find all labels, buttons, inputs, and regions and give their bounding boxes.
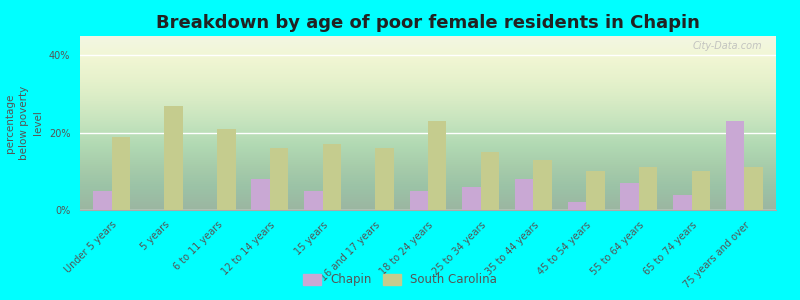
Title: Breakdown by age of poor female residents in Chapin: Breakdown by age of poor female resident… xyxy=(156,14,700,32)
Bar xyxy=(304,191,322,210)
Bar xyxy=(428,121,446,210)
Bar xyxy=(251,179,270,210)
Bar xyxy=(410,191,428,210)
Bar xyxy=(568,202,586,210)
Bar xyxy=(515,179,534,210)
Bar xyxy=(639,167,658,210)
Bar xyxy=(673,194,692,210)
Bar xyxy=(621,183,639,210)
Bar xyxy=(586,171,605,210)
Text: City-Data.com: City-Data.com xyxy=(693,41,762,51)
Bar xyxy=(744,167,763,210)
Legend: Chapin, South Carolina: Chapin, South Carolina xyxy=(298,269,502,291)
Bar xyxy=(217,129,235,210)
Bar xyxy=(726,121,744,210)
Bar xyxy=(164,106,183,210)
Bar xyxy=(462,187,481,210)
Bar xyxy=(375,148,394,210)
Bar xyxy=(692,171,710,210)
Y-axis label: percentage
below poverty
level: percentage below poverty level xyxy=(6,86,43,160)
Bar xyxy=(270,148,288,210)
Bar xyxy=(481,152,499,210)
Bar xyxy=(93,191,112,210)
Bar xyxy=(534,160,552,210)
Bar xyxy=(322,144,341,210)
Bar xyxy=(112,136,130,210)
